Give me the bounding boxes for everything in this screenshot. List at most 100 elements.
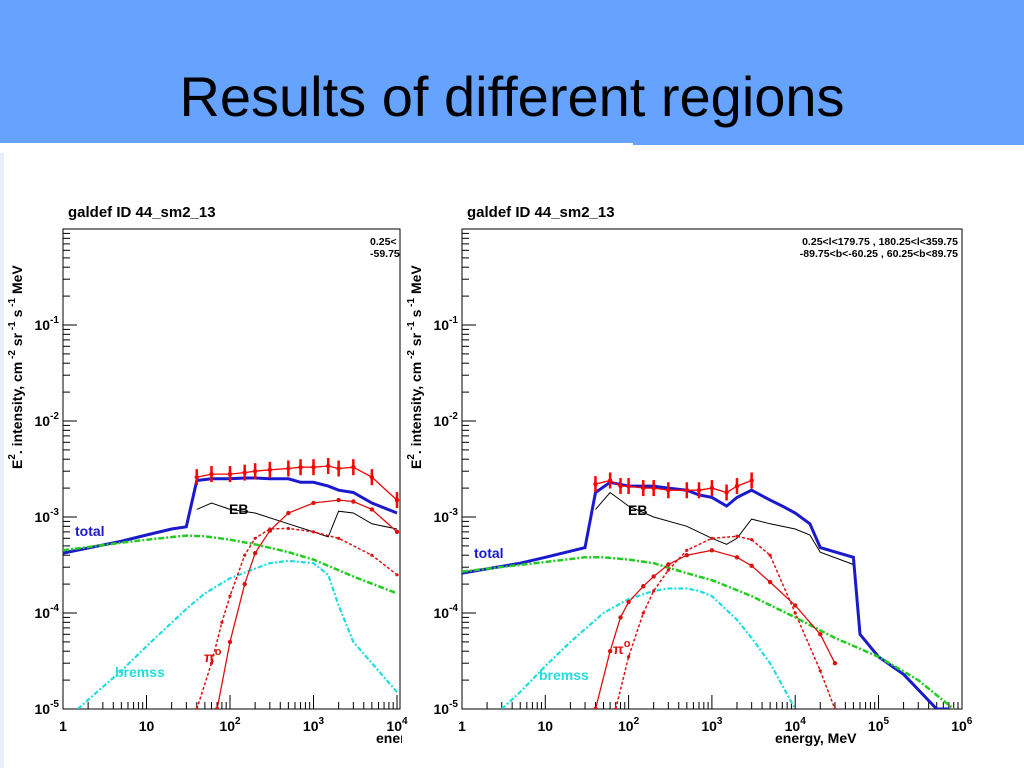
region-text: 0.25<l<179.75 , 180.25<l<359.75 — [802, 236, 958, 248]
series-marker — [209, 661, 214, 665]
chart-2: galdef ID 44_sm2_13 0.25<l<179.75 , 180.2… — [406, 204, 973, 746]
y-tick-label: 10-1 — [434, 315, 459, 333]
region-text: -59.75 — [370, 248, 400, 260]
data-point — [618, 483, 623, 489]
series-marker — [685, 548, 689, 552]
series-eb — [196, 502, 398, 538]
x-tick-label: 104 — [386, 716, 408, 734]
y-ticks — [63, 232, 77, 710]
x-ticks — [62, 695, 398, 709]
series-marker — [337, 536, 341, 540]
series-marker — [220, 620, 224, 624]
y-axis-label: E2. intensity, cm -2 sr -1 s -1 MeV — [7, 265, 25, 469]
series-marker — [286, 526, 290, 531]
x-tick-label: 1 — [59, 718, 67, 734]
series-marker — [666, 562, 671, 567]
series-bremss — [500, 587, 797, 709]
label-bremss: bremss — [115, 664, 165, 680]
left-edge-strip — [0, 153, 4, 768]
data-point — [252, 468, 258, 474]
data-point — [696, 488, 702, 493]
series-marker — [767, 579, 773, 585]
series-marker — [614, 707, 618, 709]
series-ic — [462, 556, 955, 709]
series-ic — [63, 534, 398, 595]
plot-frame — [461, 228, 963, 710]
plot-title: galdef ID 44_sm2_13 — [467, 204, 615, 221]
region-text: -89.75<b<-60.25 , 60.25<b<89.75 — [800, 248, 958, 260]
plot-frame — [62, 228, 401, 710]
data-point — [749, 478, 754, 483]
x-tick-label: 103 — [701, 716, 723, 734]
series-pion-lo — [614, 535, 836, 709]
label-pion: πo — [613, 638, 631, 657]
series-marker — [369, 507, 375, 512]
data-point — [227, 471, 233, 477]
y-axis-label: E2. intensity, cm -2 sr -1 s -1 MeV — [406, 265, 424, 469]
series-marker — [311, 530, 316, 534]
x-tick-label: 105 — [868, 716, 890, 734]
label-eb: EB — [628, 502, 647, 518]
data-point — [242, 470, 247, 475]
series-marker — [395, 573, 399, 577]
series-marker — [227, 639, 233, 645]
y-tick-label: 10-4 — [434, 603, 459, 621]
y-tick-label: 10-5 — [434, 699, 459, 717]
series-marker — [684, 553, 690, 558]
series-total-overlay — [462, 481, 949, 709]
series-marker — [618, 615, 623, 620]
series-marker — [750, 538, 754, 542]
x-tick-label: 10 — [538, 718, 554, 734]
series-marker — [652, 589, 656, 593]
label-total: total — [474, 545, 504, 561]
data-point — [394, 497, 400, 503]
y-tick-label: 10-4 — [35, 603, 60, 621]
data-point — [336, 466, 341, 471]
y-ticks — [462, 232, 476, 710]
series-marker — [214, 706, 220, 709]
series-marker — [710, 536, 714, 540]
x-tick-label: 103 — [303, 716, 325, 734]
series-marker — [832, 660, 838, 666]
series-marker — [641, 584, 646, 589]
data-point — [684, 488, 690, 493]
data-point — [641, 485, 646, 491]
data-point — [666, 488, 671, 493]
series-marker — [709, 548, 715, 553]
data-point — [593, 481, 598, 487]
series-marker — [243, 553, 247, 557]
slide-title: Results of different regions — [179, 65, 845, 128]
series-eb — [595, 491, 854, 565]
data-point — [709, 485, 715, 491]
label-pion: πo — [204, 646, 222, 665]
data-point — [326, 463, 331, 469]
x-ticks — [461, 695, 959, 709]
series-pion-hi — [594, 549, 836, 709]
data-point — [194, 474, 199, 480]
data-point — [651, 485, 656, 491]
series-marker — [242, 581, 247, 587]
series-marker — [252, 550, 258, 556]
series-marker — [749, 563, 754, 569]
region-text: 0.25< — [370, 236, 397, 248]
data-point — [607, 478, 613, 483]
data-point — [734, 483, 740, 489]
y-tick-label: 10-3 — [434, 507, 459, 525]
series-marker — [818, 632, 823, 637]
series-total — [462, 480, 949, 709]
series-bremss — [76, 559, 398, 709]
label-total: total — [75, 523, 105, 539]
series-marker — [793, 611, 797, 615]
y-tick-label: 10-5 — [35, 699, 60, 717]
series-marker — [651, 574, 656, 579]
series-group — [63, 457, 400, 709]
series-marker — [818, 669, 822, 673]
data-point — [626, 483, 631, 489]
label-eb: EB — [229, 501, 248, 517]
series-marker — [734, 555, 740, 560]
x-axis-label: energy, MeV — [376, 730, 458, 746]
data-point — [311, 465, 316, 470]
series-marker — [627, 655, 631, 659]
data-point — [286, 466, 291, 471]
